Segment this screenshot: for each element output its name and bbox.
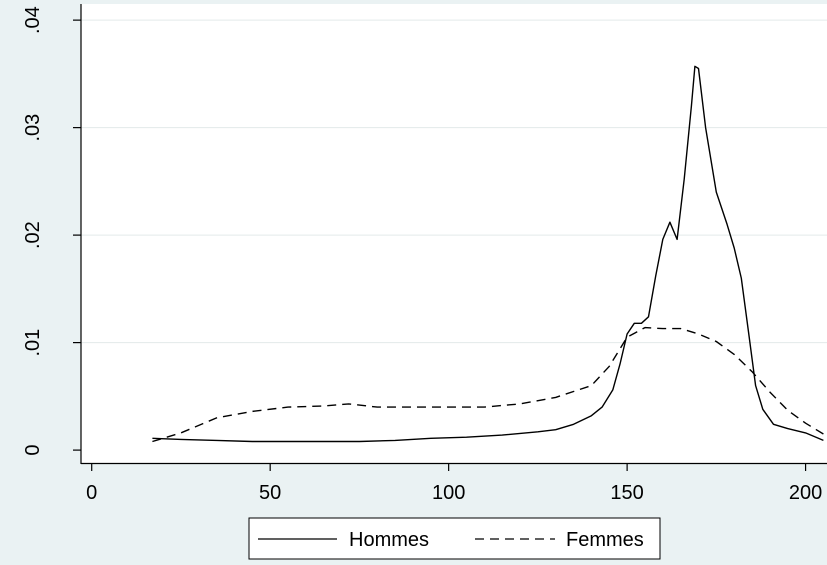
x-tick-label: 150	[610, 482, 643, 504]
x-tick-label: 0	[86, 482, 97, 504]
y-tick-label: .02	[22, 221, 44, 249]
y-tick-label: .01	[22, 329, 44, 357]
gridlines	[81, 19, 827, 344]
legend-label-hommes: Hommes	[349, 529, 429, 551]
x-tick-label: 50	[259, 482, 281, 504]
x-tick-label: 200	[789, 482, 822, 504]
series-line-femmes	[152, 326, 824, 443]
plot-area	[81, 4, 827, 463]
legend: Hommes Femmes	[248, 517, 661, 560]
y-tick-label: .04	[22, 6, 44, 34]
series-line-hommes	[152, 65, 824, 443]
y-axis-ticks: 0 .01 .02 .03 .04	[22, 6, 81, 456]
x-tick-label: 100	[432, 482, 465, 504]
y-tick-label: 0	[22, 445, 44, 456]
legend-label-femmes: Femmes	[566, 529, 644, 551]
series-layer	[152, 65, 824, 443]
x-axis-ticks: 0 50 100 150 200	[86, 463, 822, 504]
y-tick-label: .03	[22, 114, 44, 142]
